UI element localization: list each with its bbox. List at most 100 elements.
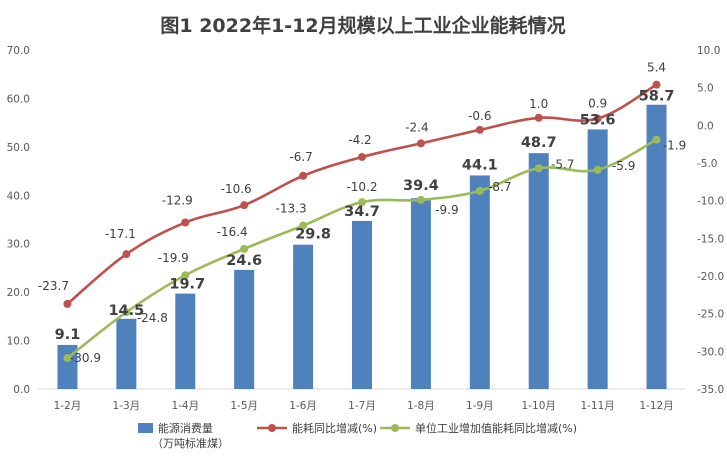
bar-data-label: 29.8	[295, 227, 331, 243]
bar	[352, 220, 372, 389]
line2-data-label: -24.8	[137, 311, 168, 325]
bar-data-label: 53.6	[580, 112, 616, 128]
x-axis-category-label: 1-6月	[289, 400, 317, 412]
line2-data-label: -30.9	[70, 351, 101, 365]
data-point	[240, 201, 249, 210]
line1-data-label: 1.0	[529, 97, 548, 111]
bar-data-label: 44.1	[462, 157, 498, 173]
x-axis-category-label: 1-4月	[171, 400, 199, 412]
data-point	[122, 308, 131, 317]
data-point	[534, 164, 543, 173]
bar-data-label: 39.4	[403, 178, 439, 194]
data-point	[122, 250, 131, 259]
chart-title: 图1 2022年1-12月规模以上工业企业能耗情况	[160, 14, 565, 37]
line1-data-label: -4.2	[348, 133, 371, 147]
legend-marker-line2	[391, 424, 399, 432]
x-axis-category-label: 1-11月	[580, 400, 614, 412]
bar	[57, 344, 78, 389]
data-point	[475, 186, 484, 195]
right-axis-tick-label: -35.0	[697, 384, 724, 396]
bar	[587, 129, 608, 389]
line1-data-label: -10.6	[221, 182, 252, 196]
line2-data-label: -19.9	[158, 251, 189, 265]
bar	[293, 244, 314, 389]
line1-data-label: -6.7	[289, 150, 312, 164]
left-axis-tick-label: 0.0	[13, 384, 30, 396]
right-axis-tick-label: -5.0	[697, 158, 718, 170]
bar-data-label: 24.6	[226, 253, 262, 269]
line1-data-label: 5.4	[647, 61, 666, 75]
data-point	[416, 139, 425, 148]
left-axis-tick-label: 10.0	[7, 336, 30, 348]
line1-data-label: -23.7	[38, 279, 69, 293]
line2-data-label: -9.9	[435, 203, 458, 217]
data-point	[181, 271, 190, 280]
line1-data-label: -17.1	[105, 227, 136, 241]
line2-data-label: -8.7	[488, 180, 511, 194]
bar	[116, 318, 137, 389]
line2-data-label: -16.4	[217, 225, 248, 239]
data-point	[652, 135, 661, 144]
bar	[528, 153, 549, 389]
x-axis-category-label: 1-5月	[230, 400, 258, 412]
bar-data-label: 58.7	[639, 89, 675, 105]
line2-data-label: -5.7	[551, 157, 574, 171]
line2-data-label: -5.9	[612, 159, 635, 173]
bar	[234, 269, 255, 389]
right-axis-tick-label: -10.0	[697, 196, 724, 208]
right-axis-tick-label: -30.0	[697, 346, 724, 358]
data-point	[593, 114, 602, 123]
right-axis-tick-label: -15.0	[697, 233, 724, 245]
x-axis-category-label: 1-2月	[54, 400, 82, 412]
legend-label-bar-line2: （万吨标准煤）	[152, 436, 229, 450]
line2-data-label: -10.2	[346, 180, 377, 194]
data-point	[358, 152, 366, 161]
right-axis-tick-label: 10.0	[697, 45, 720, 57]
right-axis-tick-label: -25.0	[697, 309, 724, 321]
left-axis-tick-label: 50.0	[7, 142, 30, 154]
line1-data-label: -2.4	[405, 120, 428, 134]
line2-data-label: -1.9	[663, 139, 686, 153]
line1-data-label: -0.6	[468, 109, 491, 123]
bar-data-label: 9.1	[55, 327, 81, 343]
left-axis-tick-label: 30.0	[7, 239, 30, 251]
legend-swatch-bar	[138, 423, 153, 433]
data-point	[358, 198, 366, 207]
bar-data-label: 14.5	[108, 303, 144, 319]
legend-label-line1: 能耗同比增减(%)	[292, 421, 377, 435]
plot-area: 0.0 10.0 20.0 30.0 40.0 50.0 60.0 70.0 -35.0 -30.…	[7, 45, 725, 412]
data-point	[652, 80, 661, 89]
left-axis-tick-label: 60.0	[7, 93, 30, 105]
line2-data-label: -13.3	[276, 202, 307, 216]
bar	[469, 175, 490, 389]
data-point	[534, 113, 543, 122]
right-axis-tick-label: -20.0	[697, 271, 724, 283]
x-axis-category-label: 1-10月	[522, 400, 556, 412]
legend-label-bar-line1: 能源消费量	[158, 421, 213, 435]
data-point	[299, 221, 308, 230]
line1-data-label: 0.9	[588, 97, 607, 111]
data-point	[240, 244, 249, 253]
legend-marker-line1	[268, 424, 276, 432]
right-axis-tick-label: 0.0	[697, 120, 714, 132]
line1-data-label: -12.9	[162, 194, 193, 208]
left-axis-tick-label: 70.0	[7, 45, 30, 57]
x-axis-category-label: 1-8月	[407, 400, 435, 412]
bar	[646, 104, 667, 389]
data-point	[593, 165, 602, 174]
bar	[410, 198, 431, 389]
x-axis-category-label: 1-12月	[639, 400, 673, 412]
legend-label-line2: 单位工业增加值能耗同比增减(%)	[415, 421, 577, 435]
bar-data-label: 34.7	[344, 204, 380, 220]
left-axis-tick-label: 20.0	[7, 287, 30, 299]
bar-data-label: 19.7	[169, 277, 205, 293]
left-axis-tick-label: 40.0	[7, 190, 30, 202]
x-axis-category-label: 1-7月	[348, 400, 376, 412]
data-point	[181, 218, 190, 227]
data-point	[416, 195, 425, 204]
bar	[175, 293, 196, 389]
bar-data-label: 48.7	[521, 135, 557, 151]
right-axis-tick-label: 5.0	[697, 83, 714, 95]
